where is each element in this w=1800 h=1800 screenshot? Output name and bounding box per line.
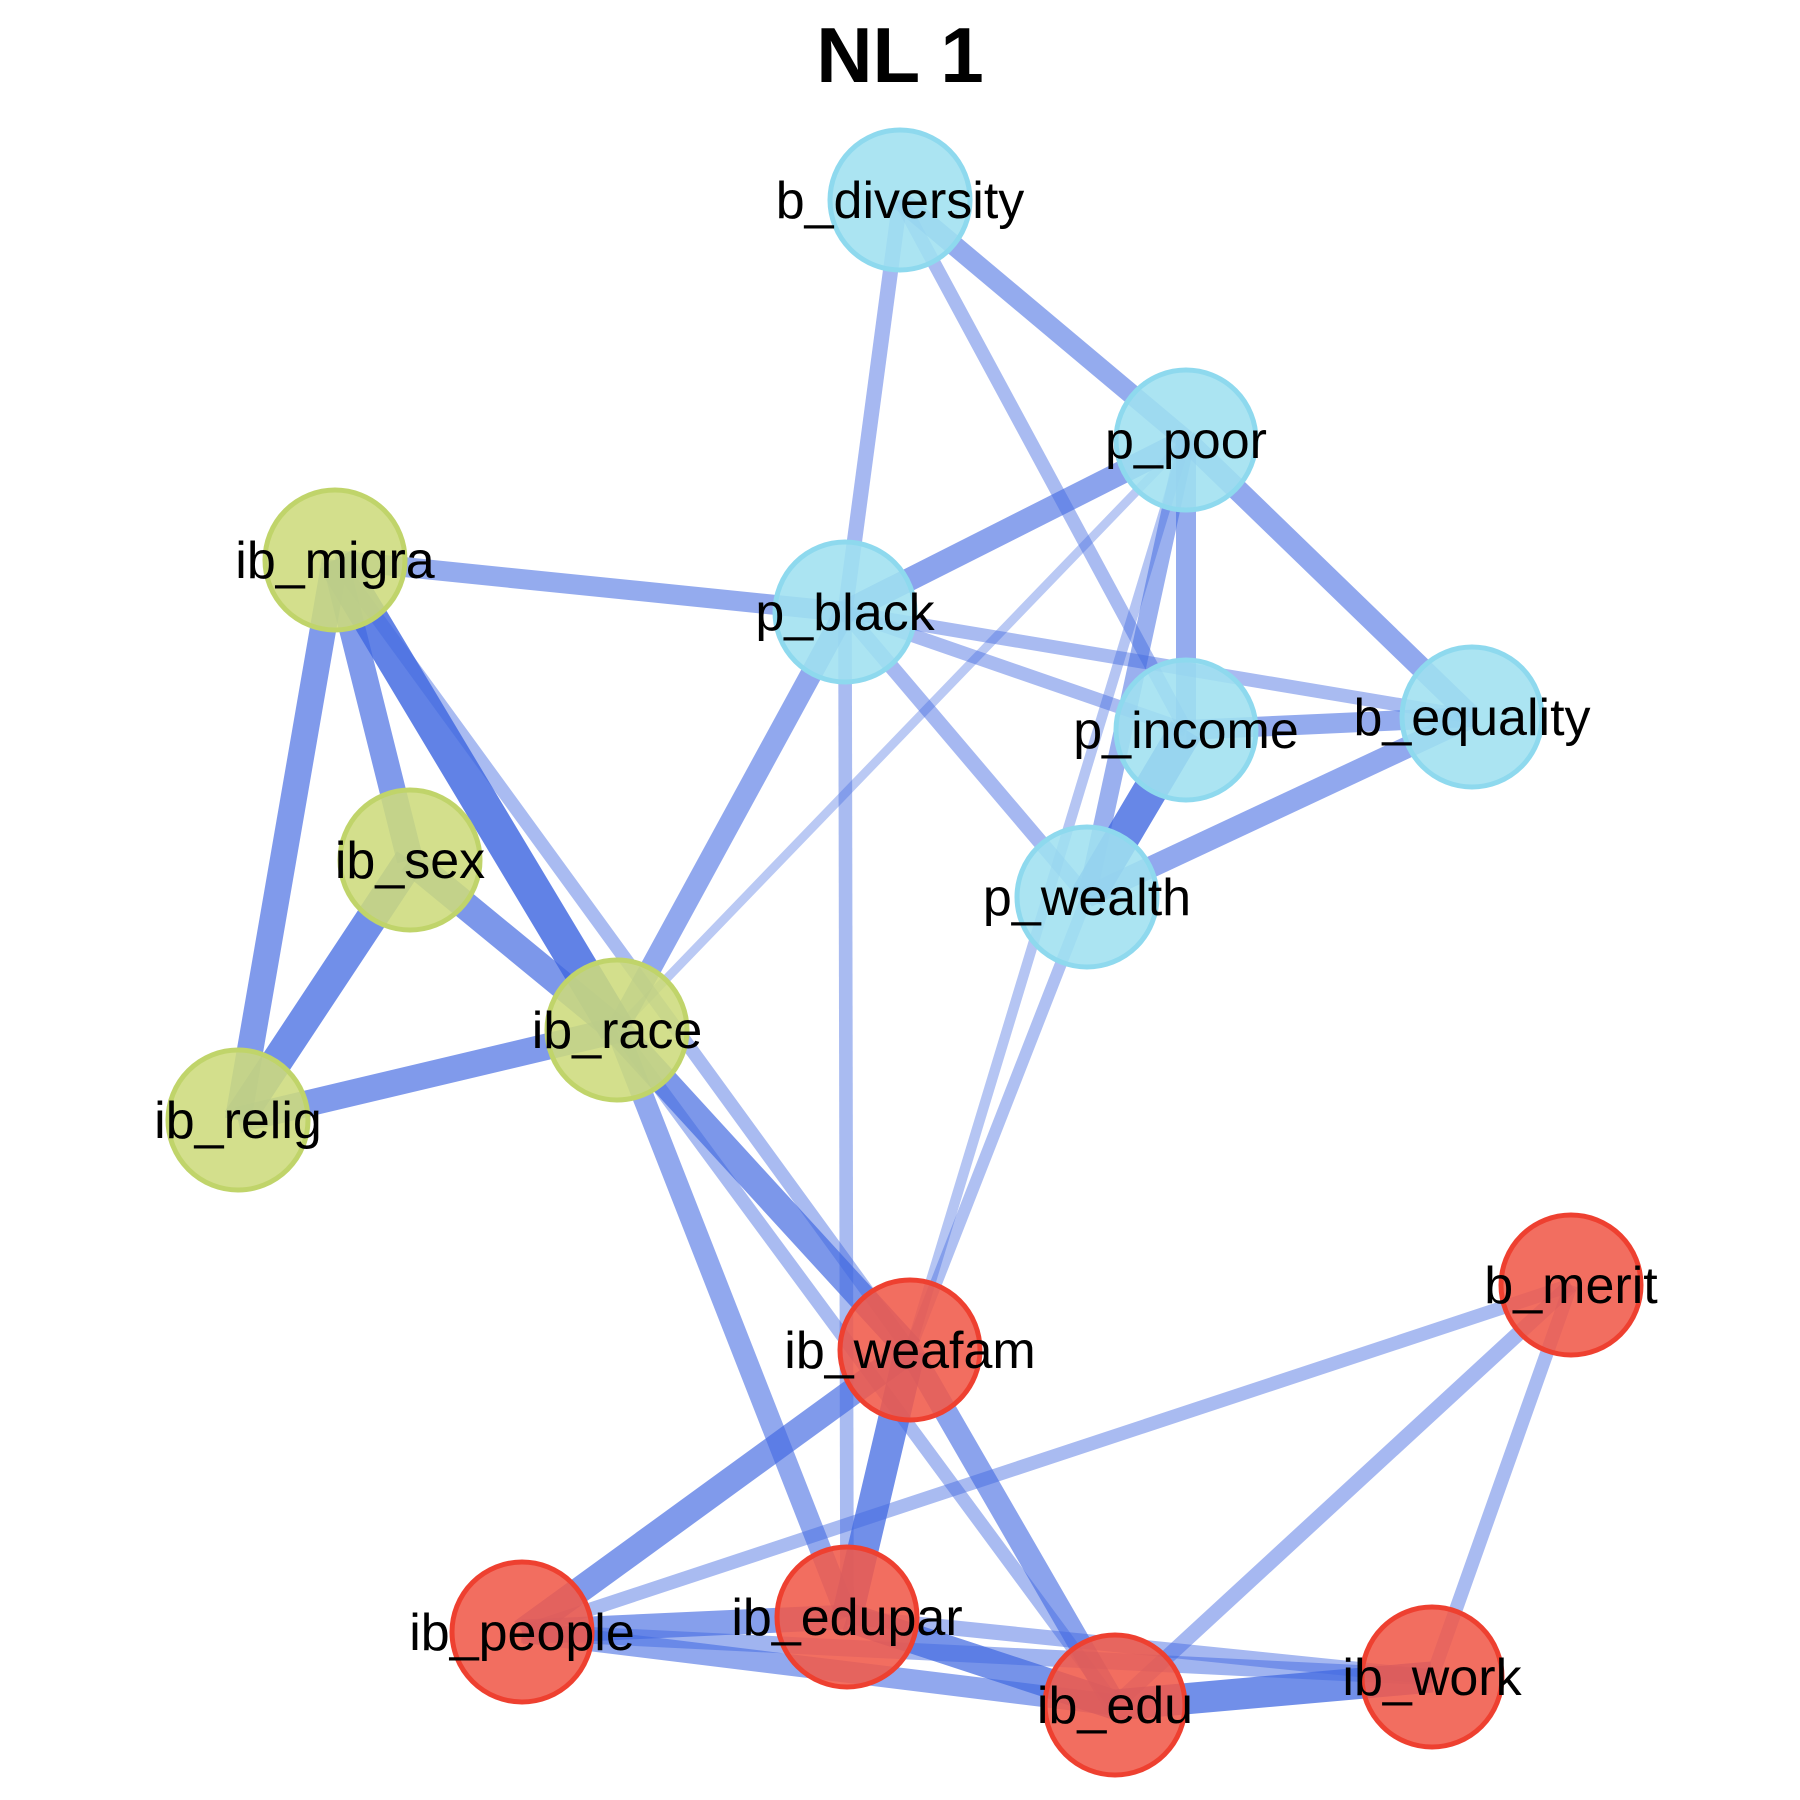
node-ib_relig[interactable]: ib_relig xyxy=(154,1047,322,1193)
node-p_black[interactable]: p_black xyxy=(755,539,936,685)
node-circle[interactable] xyxy=(837,1277,983,1423)
node-circle[interactable] xyxy=(165,1047,311,1193)
edge-ib_migra-ib_relig xyxy=(224,557,349,1123)
node-label: p_income xyxy=(1073,702,1298,760)
node-ib_race[interactable]: ib_race xyxy=(532,957,703,1103)
node-circle[interactable] xyxy=(1498,1212,1644,1358)
node-label: ib_work xyxy=(1342,1649,1522,1707)
node-circle[interactable] xyxy=(337,787,483,933)
node-b_equality[interactable]: b_equality xyxy=(1353,644,1591,790)
node-circle[interactable] xyxy=(1113,657,1259,803)
node-p_income[interactable]: p_income xyxy=(1073,657,1299,803)
node-circle[interactable] xyxy=(449,1559,595,1705)
node-label: p_poor xyxy=(1105,412,1267,470)
node-circle[interactable] xyxy=(1359,1604,1505,1750)
node-circle[interactable] xyxy=(827,127,973,273)
node-circle[interactable] xyxy=(1014,824,1160,970)
node-ib_people[interactable]: ib_people xyxy=(409,1559,635,1705)
edge-ib_migra-ib_race xyxy=(319,550,633,1040)
edge-b_merit-ib_people xyxy=(519,1278,1574,1639)
node-circle[interactable] xyxy=(772,539,918,685)
edge-ib_race-p_poor xyxy=(613,436,1190,1034)
nodes-layer: b_diversity p_poor p_black p_income b_equali… xyxy=(154,127,1658,1778)
node-label: p_black xyxy=(755,584,935,642)
node-label: ib_sex xyxy=(335,832,485,890)
node-label: ib_weafam xyxy=(784,1322,1035,1380)
node-ib_weafam[interactable]: ib_weafam xyxy=(784,1277,1036,1423)
node-label: b_diversity xyxy=(776,172,1025,230)
edge-p_black-ib_edupar xyxy=(838,611,854,1618)
edge-ib_migra-p_black xyxy=(333,550,847,622)
node-circle[interactable] xyxy=(1113,367,1259,513)
node-ib_sex[interactable]: ib_sex xyxy=(335,787,485,933)
node-label: ib_edu xyxy=(1037,1677,1193,1735)
node-b_diversity[interactable]: b_diversity xyxy=(776,127,1025,273)
node-circle[interactable] xyxy=(262,487,408,633)
edges-layer xyxy=(224,192,1578,1721)
edge-ib_race-ib_edupar xyxy=(606,1026,858,1621)
edge-ib_race-p_black xyxy=(607,606,855,1036)
node-ib_edupar[interactable]: ib_edupar xyxy=(731,1544,963,1690)
node-label: p_wealth xyxy=(983,869,1191,927)
edge-ib_weafam-ib_people xyxy=(514,1339,918,1643)
node-ib_migra[interactable]: ib_migra xyxy=(235,487,435,633)
node-label: ib_edupar xyxy=(731,1589,962,1647)
node-circle[interactable] xyxy=(544,957,690,1103)
edge-b_merit-ib_edu xyxy=(1109,1279,1577,1711)
node-label: b_equality xyxy=(1353,689,1590,747)
node-p_wealth[interactable]: p_wealth xyxy=(983,824,1191,970)
node-label: b_merit xyxy=(1484,1257,1658,1315)
node-label: ib_race xyxy=(532,1002,703,1060)
node-circle[interactable] xyxy=(774,1544,920,1690)
edge-ib_migra-ib_weafam xyxy=(329,555,916,1355)
node-ib_edu[interactable]: ib_edu xyxy=(1037,1632,1193,1778)
node-circle[interactable] xyxy=(1042,1632,1188,1778)
diagram-title: NL 1 xyxy=(816,11,984,99)
edge-p_wealth-ib_weafam xyxy=(904,894,1093,1353)
node-label: ib_people xyxy=(409,1604,635,1662)
node-b_merit[interactable]: b_merit xyxy=(1484,1212,1658,1358)
node-ib_work[interactable]: ib_work xyxy=(1342,1604,1523,1750)
node-label: ib_relig xyxy=(154,1092,322,1150)
node-label: ib_migra xyxy=(235,532,434,590)
edge-p_poor-p_wealth xyxy=(1078,438,1195,899)
node-p_poor[interactable]: p_poor xyxy=(1105,367,1267,513)
node-circle[interactable] xyxy=(1399,644,1545,790)
